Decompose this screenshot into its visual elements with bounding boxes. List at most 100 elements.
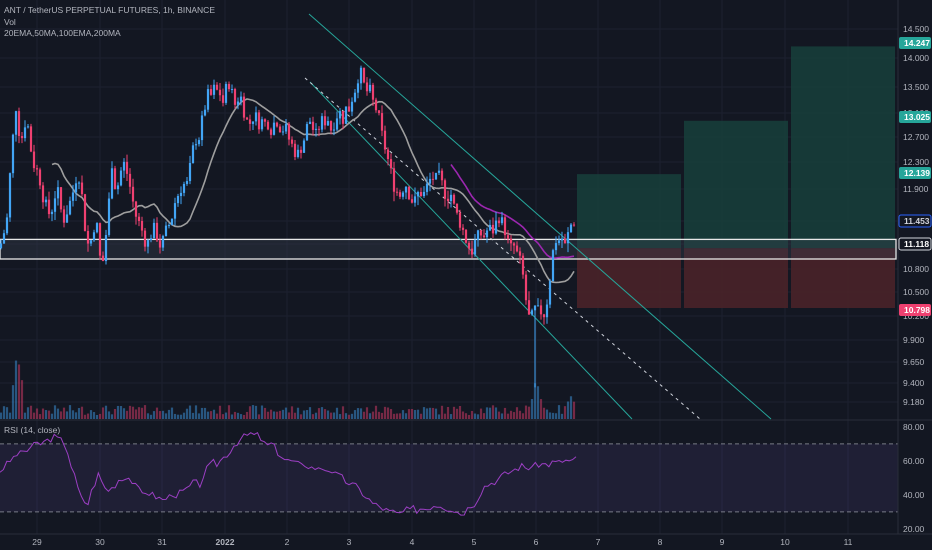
candle-body	[506, 235, 510, 239]
volume-bar	[314, 412, 318, 419]
volume-bar	[377, 411, 381, 419]
candle	[149, 234, 153, 243]
candle-body	[71, 192, 75, 201]
candle-body	[131, 186, 135, 202]
volume-bar	[191, 412, 195, 419]
volume-bar	[206, 411, 210, 419]
candle	[263, 118, 267, 127]
volume-bar	[536, 386, 540, 419]
trade-zones	[577, 46, 895, 308]
volume-bar	[95, 414, 99, 419]
candle-body	[236, 101, 240, 105]
volume-bar	[233, 411, 237, 419]
candle	[359, 65, 363, 90]
volume-bar	[425, 408, 429, 419]
candle-body	[239, 96, 243, 102]
candle-body	[503, 217, 507, 236]
rsi-line	[0, 432, 577, 516]
candle-body	[437, 170, 441, 173]
candle	[89, 239, 93, 247]
candle	[398, 189, 402, 200]
volume-bar	[380, 412, 384, 419]
candle-body	[221, 95, 225, 103]
candle	[206, 84, 210, 113]
volume-bar	[389, 409, 393, 419]
volume-bar	[242, 414, 246, 419]
candle	[212, 79, 216, 99]
candle-body	[47, 199, 51, 215]
volume-bar	[356, 408, 360, 419]
volume-bar	[26, 407, 30, 419]
candle	[308, 117, 312, 125]
candle	[134, 200, 138, 225]
candle-body	[563, 238, 567, 244]
candle	[548, 278, 552, 309]
volume-bar	[464, 413, 468, 419]
volume-bar	[509, 410, 513, 419]
candle	[137, 212, 141, 227]
candle	[167, 223, 171, 229]
volume-bar	[137, 407, 141, 419]
candle	[353, 88, 357, 103]
candle-body	[218, 89, 222, 96]
time-tick-label: 6	[534, 537, 539, 547]
candle-body	[287, 123, 291, 140]
volume-bar	[113, 408, 117, 419]
price-label-box	[899, 111, 931, 123]
rsi-label: RSI (14, close)	[4, 425, 61, 435]
candle-body	[470, 248, 474, 255]
candle	[173, 197, 177, 226]
candle	[23, 120, 27, 142]
volume-bar	[410, 408, 414, 419]
volume-bar	[236, 412, 240, 419]
candle	[563, 233, 567, 244]
candle-body	[155, 222, 159, 241]
candle-body	[230, 89, 234, 91]
volume-bar	[551, 412, 555, 419]
time-tick-label: 31	[157, 537, 167, 547]
volume-bar	[563, 406, 567, 419]
volume-bar	[482, 413, 486, 419]
volume-bar	[2, 406, 6, 419]
volume-bar	[83, 414, 87, 419]
price-label-target: 12.139	[899, 167, 931, 179]
candle	[83, 193, 87, 232]
candle	[248, 114, 252, 131]
candle	[104, 229, 108, 265]
candle	[338, 107, 342, 125]
candle	[35, 164, 39, 176]
candle-body	[440, 170, 444, 181]
candle	[350, 97, 354, 117]
candle	[101, 251, 105, 262]
candle	[224, 81, 228, 105]
volume-bar	[440, 405, 444, 419]
volume-bar	[275, 411, 279, 419]
candle-body	[554, 243, 558, 251]
candle-body	[572, 224, 576, 226]
candle	[305, 121, 309, 141]
volume-bar	[146, 413, 150, 419]
candle	[233, 87, 237, 109]
candle-body	[29, 126, 33, 152]
candle	[488, 219, 492, 232]
candle	[317, 126, 321, 137]
candle	[92, 229, 96, 242]
candle-body	[284, 123, 288, 132]
candle	[428, 172, 432, 192]
candle	[362, 67, 366, 84]
candle-body	[167, 225, 171, 227]
ma-legend: 20EMA,50MA,100EMA,200MA	[4, 28, 121, 38]
candle-body	[497, 220, 501, 224]
candle	[320, 113, 324, 133]
volume-bar	[569, 396, 573, 419]
candle	[473, 234, 477, 257]
candle-body	[401, 192, 405, 197]
volume-bar	[512, 412, 516, 419]
candle	[464, 229, 468, 244]
volume-bar	[470, 410, 474, 419]
candle-body	[290, 139, 294, 144]
candle-body	[122, 161, 126, 171]
candle-body	[107, 198, 111, 236]
candle	[32, 144, 36, 172]
